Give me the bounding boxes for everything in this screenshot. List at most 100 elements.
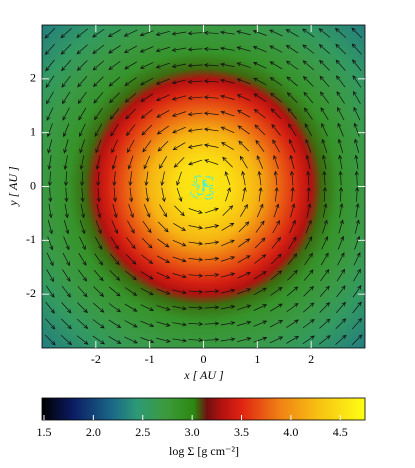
velocity-arrow [61,318,72,330]
velocity-arrow [124,287,138,296]
velocity-arrow [270,270,283,281]
center-vector [199,192,204,196]
velocity-arrow [204,321,220,326]
velocity-arrow [94,123,103,137]
velocity-arrow [45,318,56,330]
velocity-arrow [319,302,331,313]
velocity-arrow [252,29,267,36]
velocity-arrow [322,203,328,218]
velocity-arrow [272,220,280,234]
velocity-arrow [187,144,203,149]
velocity-arrow [237,337,252,343]
velocity-arrow [237,288,252,295]
velocity-arrow [156,272,171,279]
velocity-arrow [60,334,73,346]
velocity-arrow [142,220,152,234]
velocity-arrow [111,139,118,154]
velocity-arrow [337,138,344,153]
velocity-arrow [286,76,298,87]
velocity-arrow [241,170,246,186]
velocity-arrow [253,271,267,280]
velocity-arrow [172,273,187,279]
velocity-arrow [321,154,327,170]
velocity-arrow [220,46,235,51]
velocity-arrow [203,46,219,52]
velocity-arrow [253,336,268,343]
velocity-arrow [286,286,299,297]
velocity-arrow [174,205,185,217]
velocity-arrow [45,59,55,72]
velocity-arrow [156,337,171,343]
velocity-arrow [187,47,203,52]
velocity-arrow [172,126,186,134]
velocity-arrow [306,186,311,202]
velocity-arrow [220,126,235,134]
velocity-arrow [252,45,267,53]
velocity-arrow [354,219,360,234]
velocity-arrow [187,31,203,36]
colorbar-tick-label: 3.0 [185,425,200,439]
velocity-arrow [334,27,347,39]
velocity-arrow [171,31,187,36]
velocity-arrow [76,60,88,71]
velocity-arrow [339,203,344,218]
velocity-arrow [92,335,105,345]
velocity-arrow [126,124,136,137]
center-vector [194,195,199,199]
velocity-arrow [352,59,362,72]
velocity-arrow [355,186,360,202]
velocity-arrow [108,336,122,344]
velocity-arrow [305,138,312,153]
center-vector [209,184,214,187]
velocity-arrow [61,285,71,298]
velocity-arrow [172,322,187,327]
velocity-arrow [188,321,204,327]
velocity-arrow [269,45,283,53]
velocity-arrow [108,76,121,87]
center-vector [196,192,200,196]
velocity-arrow [203,127,219,132]
velocity-arrow [320,91,330,104]
velocity-arrow [61,59,72,72]
velocity-arrow [203,143,219,148]
velocity-arrow [79,220,86,235]
velocity-arrow [354,138,360,153]
velocity-arrow [188,225,204,230]
velocity-arrow [124,303,138,312]
velocity-arrow [142,140,152,153]
velocity-arrow [112,203,118,219]
center-vector [205,194,210,197]
velocity-arrow [95,155,101,170]
velocity-arrow [124,61,138,70]
velocity-arrow [125,270,137,281]
velocity-arrow [254,124,266,136]
velocity-arrow [187,128,203,133]
velocity-arrow [188,338,204,343]
velocity-arrow [269,320,284,328]
velocity-arrow [141,254,154,264]
velocity-arrow [187,112,203,117]
velocity-arrow [289,170,295,186]
velocity-arrow [352,75,362,88]
velocity-arrow [287,107,298,120]
velocity-arrow [319,59,330,71]
velocity-arrow [172,142,186,151]
x-tick-label: -2 [91,352,101,366]
velocity-arrow [157,238,170,248]
velocity-arrow [273,154,279,170]
velocity-arrow [143,204,151,218]
velocity-arrow [140,287,154,296]
velocity-arrow [96,171,101,187]
velocity-arrow [63,236,70,251]
velocity-arrow [95,139,102,154]
x-tick-label: 1 [254,352,260,366]
velocity-arrow [306,170,311,186]
velocity-arrow [188,289,204,294]
velocity-arrow [171,79,187,85]
velocity-arrow [254,254,267,264]
velocity-arrow [109,108,120,120]
velocity-arrow [321,235,328,250]
velocity-arrow [336,91,345,104]
velocity-arrow [172,305,187,311]
velocity-arrow [253,93,267,102]
